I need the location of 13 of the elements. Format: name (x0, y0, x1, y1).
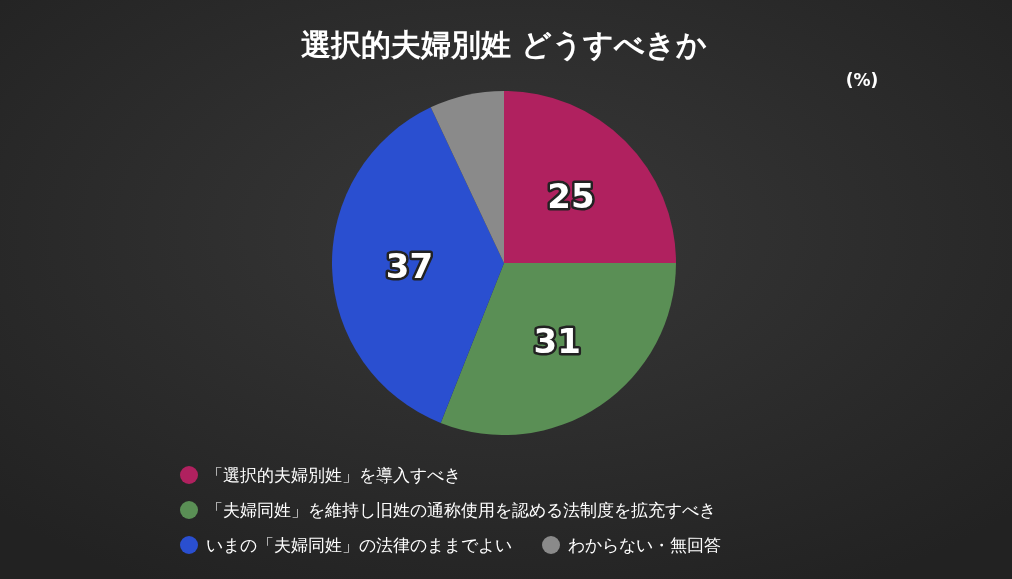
pie-slice (440, 263, 676, 435)
data-label: 25 (547, 176, 595, 217)
pie-slice (430, 91, 504, 263)
legend-label: 「夫婦同姓」を維持し旧姓の通称使用を認める法制度を拡充すべき (206, 499, 716, 520)
data-label: 37 (385, 245, 434, 286)
legend-label: 「選択的夫婦別姓」を導入すべき (206, 464, 461, 485)
text: (%) (845, 70, 879, 90)
chart-title: 選択的夫婦別姓 どうすべきか (300, 27, 708, 62)
data-label: 31 (533, 321, 581, 362)
legend-label: わからない・無回答 (568, 534, 721, 555)
legend-label: いまの「夫婦同姓」の法律のままでよい (206, 534, 512, 555)
pie-slice (504, 91, 676, 263)
pie-slice (332, 107, 504, 423)
